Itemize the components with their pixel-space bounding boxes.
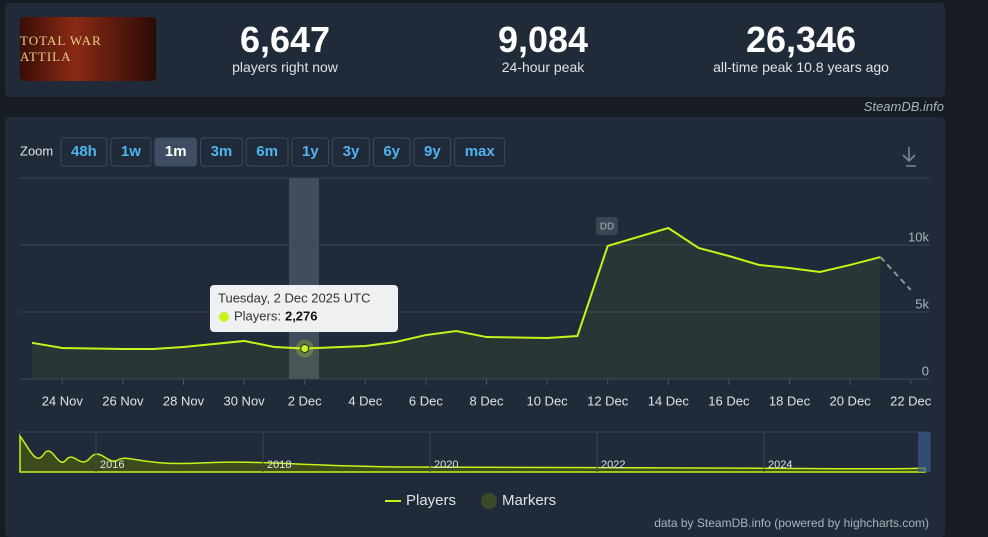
stat-label: 24-hour peak	[501, 59, 585, 75]
game-logo: TOTAL WAR ATTILA	[20, 17, 156, 81]
area	[32, 227, 881, 379]
credits[interactable]: data by SteamDB.info (powered by highcha…	[654, 516, 929, 530]
zoom-button-label: 48h	[71, 143, 97, 160]
y-tick-label: 10k	[908, 229, 929, 244]
navigator-year: 2022	[601, 459, 625, 471]
event-marker-label: DD	[600, 222, 614, 233]
legend-marker[interactable]	[481, 493, 497, 509]
legend-label[interactable]: Markers	[502, 492, 556, 509]
zoom-button[interactable]	[245, 137, 289, 167]
stat-value: 9,084	[497, 19, 589, 60]
stats-panel: TOTAL WAR ATTILA 6,647 players right now …	[5, 3, 945, 97]
x-tick-label: 14 Dec	[648, 393, 690, 408]
navigator-year: 2018	[267, 459, 291, 471]
navigator-line	[19, 433, 926, 473]
navigator-year: 2024	[768, 459, 792, 471]
stat: 9,084 24-hour peak	[433, 19, 653, 76]
tooltip-value: 2,276	[285, 308, 318, 323]
stat: 6,647 players right now	[175, 19, 395, 76]
stat: 26,346 all-time peak 10.8 years ago	[691, 19, 911, 76]
zoom-button[interactable]	[332, 137, 370, 167]
zoom-button[interactable]	[291, 137, 330, 167]
x-tick-label: 2 Dec	[288, 393, 322, 408]
x-tick-label: 16 Dec	[708, 393, 750, 408]
line-partial	[879, 256, 912, 291]
navigator-window[interactable]	[918, 432, 930, 472]
stat-label: players right now	[232, 59, 338, 75]
x-tick-label: 20 Dec	[829, 393, 871, 408]
tooltip-label: Players:	[234, 308, 281, 323]
zoom-button-label: max	[465, 143, 496, 160]
zoom-button-label: 6m	[256, 143, 278, 160]
zoom-label: Zoom	[20, 143, 53, 158]
zoom-button[interactable]	[200, 137, 243, 167]
event-marker	[596, 217, 618, 235]
x-tick-label: 28 Nov	[163, 393, 205, 408]
zoom-button[interactable]	[110, 137, 152, 167]
navigator-year: 2016	[100, 459, 124, 471]
legend-label[interactable]: Players	[406, 492, 456, 509]
zoom-button[interactable]	[154, 137, 198, 167]
x-tick-label: 22 Dec	[890, 393, 932, 408]
stat-label: all-time peak 10.8 years ago	[713, 59, 889, 75]
navigator-year: 2020	[434, 459, 458, 471]
zoom-button[interactable]	[60, 137, 108, 167]
zoom-button[interactable]	[372, 137, 411, 167]
line	[31, 226, 881, 350]
plot: 0 5k 10k 24 Nov 26 Nov 28 Nov 30 Nov 2 Dec 4 Dec…	[20, 177, 932, 408]
tooltip	[210, 285, 398, 332]
x-tick-label: 6 Dec	[409, 393, 443, 408]
y-tick-label: 0	[922, 363, 929, 378]
zoom-button[interactable]	[454, 137, 506, 167]
legend: Players Markers	[385, 492, 556, 509]
zoom-button-label: 1w	[121, 143, 141, 160]
download-icon[interactable]	[902, 147, 916, 167]
zoom-button-label: 1y	[302, 143, 319, 160]
x-tick-label: 4 Dec	[348, 393, 382, 408]
zoom-button-label: 6y	[383, 143, 400, 160]
zoom-button-label: 3y	[343, 143, 360, 160]
stat-value: 6,647	[239, 19, 331, 60]
zoom-buttons: 48h 1w 1m 3m 6m 1y 3y 6y 9y max	[60, 137, 506, 167]
source[interactable]: SteamDB.info	[863, 99, 944, 114]
zoom-button[interactable]	[413, 137, 452, 167]
zoom-button-label: 3m	[211, 143, 233, 160]
tooltip-title: Tuesday, 2 Dec 2025 UTC	[218, 290, 370, 305]
hover-point	[300, 344, 310, 354]
x-tick-label: 24 Nov	[42, 393, 84, 408]
y-tick-label: 5k	[915, 296, 929, 311]
stat-value: 26,346	[745, 19, 857, 60]
zoom-button-label: 9y	[424, 143, 441, 160]
x-tick-label: 30 Nov	[223, 393, 265, 408]
x-tick-label: 26 Nov	[102, 393, 144, 408]
x-tick-label: 10 Dec	[526, 393, 568, 408]
zoom-button-label: 1m	[165, 143, 187, 160]
x-tick-label: 18 Dec	[769, 393, 811, 408]
tooltip-dot	[219, 312, 229, 322]
x-tick-label: 12 Dec	[587, 393, 629, 408]
x-tick-label: 8 Dec	[470, 393, 504, 408]
